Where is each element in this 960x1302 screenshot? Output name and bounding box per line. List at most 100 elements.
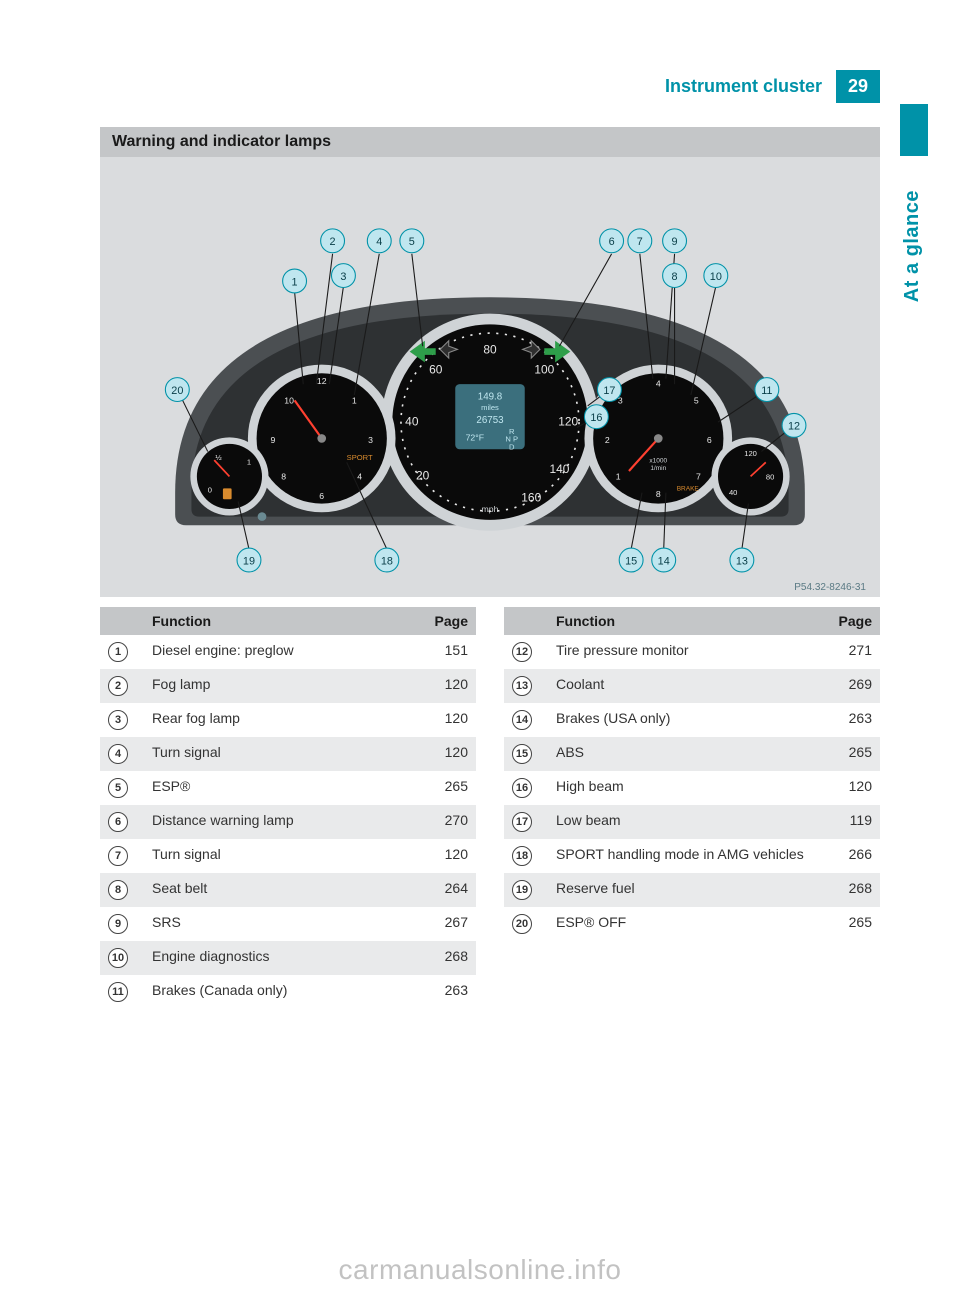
table-row: 4 Turn signal120 — [100, 737, 476, 771]
row-function: Diesel engine: preglow — [144, 635, 420, 669]
row-page: 120 — [420, 839, 476, 873]
table-row: 16High beam120 — [504, 771, 880, 805]
page-number: 29 — [836, 70, 880, 103]
circled-number-icon: 8 — [108, 880, 128, 900]
svg-text:120: 120 — [558, 414, 578, 428]
callout-11: 11 — [755, 378, 779, 402]
row-function: Engine diagnostics — [144, 941, 420, 975]
row-page: 263 — [824, 703, 880, 737]
callout-15: 15 — [619, 548, 643, 572]
svg-text:1: 1 — [616, 472, 621, 482]
row-number: 20 — [504, 907, 548, 941]
watermark: carmanualsonline.info — [0, 1254, 960, 1286]
row-page: 266 — [824, 839, 880, 873]
row-number: 16 — [504, 771, 548, 805]
svg-text:9: 9 — [672, 236, 678, 248]
callout-19: 19 — [237, 548, 261, 572]
svg-text:149.8: 149.8 — [478, 391, 502, 402]
row-number: 12 — [504, 635, 548, 669]
row-function: Low beam — [548, 805, 824, 839]
cluster-image: 20 40 60 80 100 120 140 160 149.8 miles … — [100, 157, 880, 597]
row-page: 120 — [420, 669, 476, 703]
circled-number-icon: 7 — [108, 846, 128, 866]
svg-text:6: 6 — [707, 435, 712, 445]
tables-row: Function Page 1Diesel engine: preglow151… — [100, 607, 880, 1009]
row-page: 269 — [824, 669, 880, 703]
circled-number-icon: 11 — [108, 982, 128, 1002]
svg-text:10: 10 — [710, 271, 722, 283]
svg-text:7: 7 — [637, 236, 643, 248]
row-number: 4 — [100, 737, 144, 771]
row-function: Turn signal — [144, 737, 420, 771]
svg-text:60: 60 — [429, 362, 443, 376]
callout-17: 17 — [597, 378, 621, 402]
row-page: 268 — [824, 873, 880, 907]
circled-number-icon: 4 — [108, 744, 128, 764]
side-tab: At a glance — [901, 190, 924, 302]
svg-text:20: 20 — [416, 469, 430, 483]
row-number: 17 — [504, 805, 548, 839]
row-function: ABS — [548, 737, 824, 771]
svg-text:9: 9 — [270, 435, 275, 445]
svg-text:11: 11 — [761, 385, 772, 397]
callout-14: 14 — [652, 548, 676, 572]
svg-text:1/min: 1/min — [650, 465, 666, 472]
row-page: 119 — [824, 805, 880, 839]
row-function: SRS — [144, 907, 420, 941]
row-function: Fog lamp — [144, 669, 420, 703]
circled-number-icon: 12 — [512, 642, 532, 662]
svg-text:10: 10 — [284, 396, 294, 406]
svg-text:140: 140 — [550, 462, 570, 476]
row-number: 19 — [504, 873, 548, 907]
row-function: Brakes (USA only) — [548, 703, 824, 737]
row-number: 5 — [100, 771, 144, 805]
svg-text:2: 2 — [330, 236, 336, 248]
callout-5: 5 — [400, 229, 424, 253]
circled-number-icon: 14 — [512, 710, 532, 730]
svg-text:mph: mph — [482, 504, 499, 514]
right-table: Function Page 12Tire pressure monitor271… — [504, 607, 880, 941]
circled-number-icon: 16 — [512, 778, 532, 798]
row-page: 120 — [420, 737, 476, 771]
th-num — [504, 607, 548, 635]
th-function: Function — [548, 607, 824, 635]
callout-4: 4 — [367, 229, 391, 253]
svg-text:3: 3 — [368, 435, 373, 445]
svg-text:0: 0 — [208, 486, 212, 495]
table-row: 2Fog lamp120 — [100, 669, 476, 703]
svg-text:4: 4 — [376, 236, 382, 248]
svg-text:13: 13 — [736, 555, 748, 567]
header-title: Instrument cluster — [665, 70, 836, 103]
svg-text:7: 7 — [696, 472, 701, 482]
table-row: 3Rear fog lamp120 — [100, 703, 476, 737]
svg-text:19: 19 — [243, 555, 255, 567]
row-function: Reserve fuel — [548, 873, 824, 907]
row-page: 120 — [824, 771, 880, 805]
row-page: 120 — [420, 703, 476, 737]
svg-text:20: 20 — [171, 385, 183, 397]
callout-18: 18 — [375, 548, 399, 572]
row-number: 2 — [100, 669, 144, 703]
left-table: Function Page 1Diesel engine: preglow151… — [100, 607, 476, 1009]
row-page: 271 — [824, 635, 880, 669]
row-function: Distance warning lamp — [144, 805, 420, 839]
table-row: 20ESP® OFF265 — [504, 907, 880, 941]
table-row: 10Engine diagnostics268 — [100, 941, 476, 975]
row-number: 9 — [100, 907, 144, 941]
table-row: 8Seat belt264 — [100, 873, 476, 907]
circled-number-icon: 9 — [108, 914, 128, 934]
row-number: 1 — [100, 635, 144, 669]
row-function: ESP® — [144, 771, 420, 805]
callout-3: 3 — [331, 264, 355, 288]
row-number: 3 — [100, 703, 144, 737]
svg-text:8: 8 — [672, 271, 678, 283]
row-number: 6 — [100, 805, 144, 839]
svg-text:40: 40 — [405, 414, 419, 428]
svg-text:SPORT: SPORT — [347, 453, 373, 462]
row-number: 13 — [504, 669, 548, 703]
svg-text:x1000: x1000 — [649, 457, 667, 464]
row-number: 18 — [504, 839, 548, 873]
callout-16: 16 — [584, 405, 608, 429]
callout-8: 8 — [663, 264, 687, 288]
svg-text:D: D — [509, 442, 515, 451]
